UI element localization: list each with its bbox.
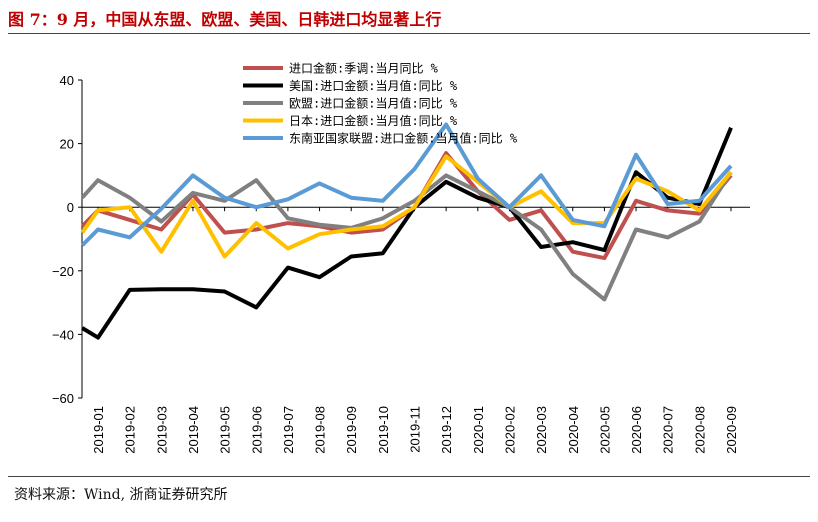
series-line-5 (80, 122, 733, 247)
y-tick-label: −40 (52, 327, 74, 342)
page-title: 图 7：9 月，中国从东盟、欧盟、美国、日韩进口均显著上行 (8, 10, 442, 29)
x-tick-label: 2020-02 (502, 406, 517, 454)
x-tick-label: 2020-01 (471, 406, 486, 454)
x-tick-label: 2019-04 (186, 406, 201, 454)
legend-label: 欧盟:进口金额:当月值:同比 % (289, 96, 458, 111)
x-tick-label: 2019-11 (408, 406, 423, 453)
x-tick-label: 2019-02 (123, 406, 138, 454)
x-tick-label: 2020-06 (629, 406, 644, 454)
x-tick-label: 2019-03 (154, 406, 169, 454)
series-line-4 (80, 154, 733, 259)
legend-label: 进口金额:季调:当月同比 % (289, 61, 439, 76)
x-tick-label: 2019-12 (439, 406, 454, 454)
x-tick-label: 2020-05 (597, 406, 612, 454)
chart-series (80, 122, 733, 340)
chart-axes: 40 20 0 −20 −40 −60 (52, 73, 750, 406)
y-tick-label: 20 (60, 137, 74, 152)
x-tick-label: 2020-07 (661, 406, 676, 454)
legend-label: 美国:进口金额:当月值:同比 % (289, 78, 458, 93)
x-tick-label: 2019-09 (344, 406, 359, 454)
y-tick-label: −20 (52, 264, 74, 279)
x-tick-label: 2020-09 (724, 406, 739, 454)
y-tick-label: 40 (60, 73, 74, 88)
x-tick-label: 2020-04 (566, 406, 581, 454)
x-tick-label: 2019-08 (313, 406, 328, 454)
y-tick-label: 0 (67, 200, 74, 215)
series-line-2 (81, 126, 733, 340)
series-line-3 (80, 171, 733, 302)
x-tick-label: 2019-01 (91, 406, 106, 454)
legend-label: 日本:进口金额:当月值:同比 % (289, 113, 458, 128)
x-tick-label: 2020-03 (534, 406, 549, 454)
x-tick-label: 2019-06 (249, 406, 264, 454)
legend-label: 东南亚国家联盟:进口金额:当月值:同比 % (289, 131, 518, 146)
source-divider (8, 476, 810, 477)
x-tick-labels: 2019-01 2019-02 2019-03 2019-04 2019-05 2019-… (91, 406, 739, 454)
x-tick-label: 2019-05 (218, 406, 233, 454)
source-note: 资料来源：Wind, 浙商证券研究所 (14, 487, 228, 503)
x-tick-label: 2020-08 (692, 406, 707, 454)
x-tick-label: 2019-07 (281, 406, 296, 454)
y-tick-label: −60 (52, 391, 74, 406)
chart-legend: 进口金额:季调:当月同比 % 美国:进口金额:当月值:同比 % 欧盟:进口金额:当月… (243, 61, 518, 146)
title-divider (8, 33, 810, 34)
x-tick-label: 2019-10 (376, 406, 391, 454)
